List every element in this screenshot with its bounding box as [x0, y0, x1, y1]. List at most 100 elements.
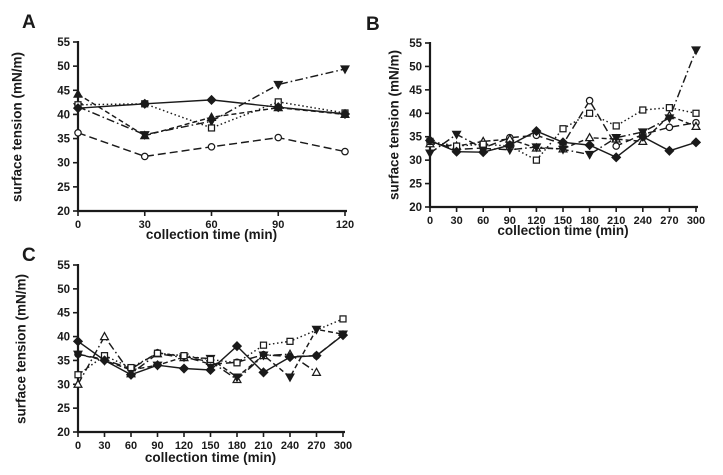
triangle-down-marker — [258, 351, 269, 361]
x-tick-label: 30 — [139, 219, 151, 231]
triangle-down-marker — [73, 350, 83, 360]
diamond-marker — [125, 369, 137, 380]
diamond-marker — [451, 146, 462, 157]
triangle-down-marker — [691, 46, 701, 56]
diamond-marker — [424, 135, 436, 146]
diamond-marker — [99, 355, 110, 366]
panel-c-x-axis-title: collection time (min) — [144, 450, 277, 465]
triangle-up-marker — [691, 121, 701, 131]
x-tick-label: 120 — [336, 219, 354, 231]
x-tick-label: 210 — [254, 440, 272, 452]
square-marker — [259, 341, 268, 349]
diamond-marker — [311, 350, 322, 361]
triangle-down-marker — [311, 325, 322, 335]
diamond-marker — [504, 140, 515, 151]
y-tick-label: 25 — [57, 403, 70, 415]
y-tick-label: 50 — [57, 284, 70, 296]
square-marker — [286, 337, 294, 345]
triangle-up-marker — [73, 379, 83, 388]
y-tick-label: 55 — [57, 37, 70, 49]
x-tick-label: 300 — [334, 440, 352, 452]
triangle-down-marker — [611, 134, 622, 143]
square-marker — [479, 140, 487, 148]
diamond-marker — [152, 360, 163, 371]
diamond-marker — [72, 336, 84, 347]
x-tick-label: 240 — [634, 215, 652, 227]
circle-marker — [665, 123, 674, 132]
y-tick-label: 45 — [57, 85, 70, 97]
diamond-marker — [206, 94, 217, 106]
x-tick-label: 180 — [228, 440, 246, 452]
y-tick-label: 35 — [57, 134, 70, 146]
panel-a-x-axis-title: collection time (min) — [145, 227, 278, 242]
open-square-series-line — [77, 318, 344, 376]
triangle-up-marker — [584, 132, 595, 142]
diamond-marker — [339, 108, 351, 120]
triangle-down-marker — [531, 143, 542, 153]
triangle-up-marker — [99, 331, 110, 341]
panel-a-label: A — [22, 12, 36, 33]
square-marker — [207, 124, 216, 132]
square-marker — [585, 109, 594, 117]
square-marker — [339, 315, 347, 323]
x-tick-label: 90 — [272, 219, 284, 231]
panel-c: 20 25 30 35 40 45 50 55 0 30 60 90 120 150 180 210 240 27… — [57, 260, 352, 452]
circle-marker — [274, 133, 283, 142]
panel-c-label: C — [22, 245, 36, 266]
diamond-marker — [273, 102, 284, 113]
x-tick-label: 90 — [151, 440, 163, 452]
square-marker — [532, 156, 541, 164]
x-tick-label: 300 — [687, 215, 705, 227]
panel-a-y-axis-title: surface tension (mN/m) — [9, 51, 25, 202]
x-tick-label: 210 — [607, 215, 625, 227]
square-marker — [665, 104, 674, 112]
y-tick-label: 55 — [409, 38, 422, 50]
x-tick-label: 30 — [98, 440, 110, 452]
panel-b-label: B — [366, 14, 380, 35]
diamond-marker — [584, 140, 595, 151]
diamond-marker — [258, 367, 269, 378]
y-tick-label: 25 — [409, 179, 422, 191]
circle-marker — [207, 142, 216, 151]
circle-marker — [585, 96, 594, 105]
diamond-marker — [637, 131, 648, 142]
x-tick-label: 270 — [660, 215, 678, 227]
triangle-down-marker — [451, 130, 462, 140]
x-tick-label: 150 — [201, 440, 219, 452]
y-tick-label: 30 — [57, 379, 70, 391]
diamond-marker — [611, 152, 622, 163]
square-marker — [180, 352, 188, 360]
x-tick-label: 240 — [281, 440, 299, 452]
triangle-up-series-line — [77, 335, 317, 385]
triangle-down-marker — [340, 65, 350, 75]
x-tick-label: 60 — [205, 219, 217, 231]
y-tick-label: 55 — [57, 260, 70, 272]
panel-b-y-axis-title: surface tension (mN/m) — [386, 49, 402, 201]
triangle-down-marker — [232, 373, 242, 383]
x-tick-label: 30 — [450, 215, 462, 227]
x-tick-label: 120 — [527, 215, 545, 227]
y-tick-label: 30 — [57, 158, 70, 170]
diamond-marker — [178, 363, 190, 374]
y-tick-label: 50 — [57, 61, 70, 73]
x-tick-label: 0 — [427, 215, 433, 227]
diamond-marker — [231, 341, 243, 352]
circle-marker — [612, 142, 621, 150]
x-tick-label: 0 — [75, 440, 81, 452]
x-tick-label: 0 — [75, 219, 81, 231]
diamond-marker — [690, 137, 702, 148]
y-tick-label: 35 — [57, 355, 70, 367]
square-marker — [612, 122, 620, 130]
square-marker — [692, 109, 700, 117]
y-tick-label: 25 — [57, 182, 70, 194]
x-tick-label: 60 — [125, 440, 137, 452]
triangle-down-marker — [285, 373, 295, 383]
y-tick-label: 40 — [57, 332, 70, 344]
triangle-down-marker — [139, 131, 150, 140]
x-tick-label: 120 — [175, 440, 193, 452]
x-tick-label: 150 — [554, 215, 572, 227]
x-tick-label: 270 — [307, 440, 325, 452]
triangle-up-marker — [311, 367, 322, 376]
